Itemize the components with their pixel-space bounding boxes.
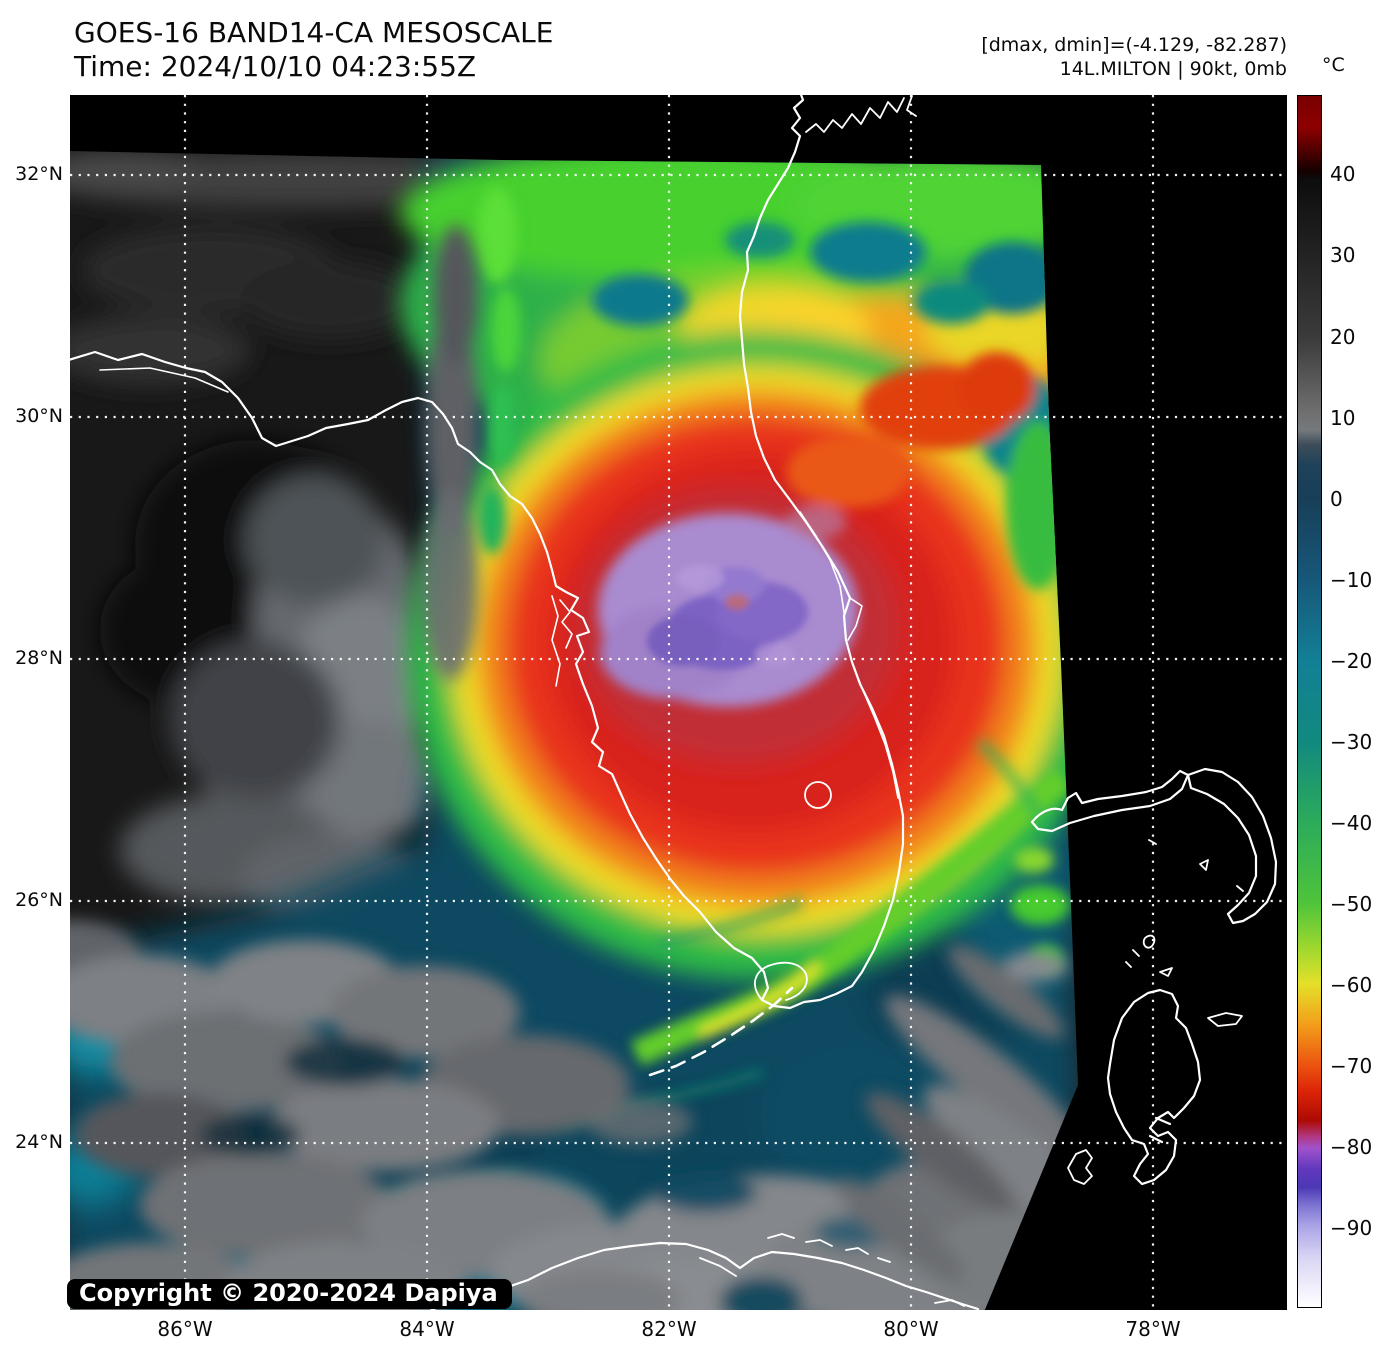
copyright-badge: Copyright © 2020-2024 Dapiya (67, 1279, 512, 1309)
title-block: GOES-16 BAND14-CA MESOSCALE Time: 2024/1… (74, 16, 553, 84)
satellite-map (70, 95, 1287, 1310)
cuba-cays (699, 1233, 965, 1307)
colorbar-tick-label: −80 (1330, 1135, 1373, 1159)
annotation-block: [dmax, dmin]=(-4.129, -82.287) 14L.MILTO… (981, 33, 1287, 81)
bimini-coastline (1125, 934, 1156, 968)
georgia-coast-coastline (805, 95, 917, 133)
gulf-coast-florida-coastline (70, 95, 905, 1010)
plot-time: Time: 2024/10/10 04:23:55Z (74, 50, 477, 83)
colorbar-tick-label: 10 (1330, 405, 1356, 430)
longitude-tick-label: 82°W (641, 1317, 697, 1341)
florida-keys (648, 986, 794, 1077)
coastlines-layer (70, 95, 1278, 1310)
longitude-tick-label: 78°W (1125, 1317, 1181, 1341)
colorbar-tick-label: 30 (1330, 243, 1356, 268)
longitude-tick-label: 80°W (883, 1317, 939, 1341)
colorbar-tick-label: 40 (1330, 162, 1356, 187)
colorbar-tick-label: 20 (1330, 324, 1356, 349)
bahama-cays (1148, 839, 1244, 977)
colorbar-tick-label: −70 (1330, 1053, 1373, 1078)
latitude-tick-label: 24°N (15, 1131, 63, 1153)
longitude-tick-label: 86°W (157, 1317, 213, 1341)
colorbar-tick-label: −40 (1330, 810, 1373, 835)
colorbar-tick-label: −50 (1330, 891, 1373, 916)
dmax-dmin-annotation: [dmax, dmin]=(-4.129, -82.287) (981, 34, 1287, 56)
colorbar (1297, 95, 1322, 1308)
tampa-bay-detail (551, 595, 573, 687)
map-plot-area: Copyright © 2020-2024 Dapiya (67, 95, 1287, 1310)
colorbar-tick-label: −60 (1330, 972, 1373, 997)
storm-info-annotation: 14L.MILTON | 90kt, 0mb (1059, 58, 1287, 80)
colorbar-tick-label: −20 (1330, 648, 1373, 673)
colorbar-tick-label: −90 (1330, 1216, 1373, 1241)
cuba-coastline (429, 1241, 980, 1310)
colorbar-tick-label: −30 (1330, 729, 1373, 754)
panhandle-barrier-islands (99, 367, 229, 393)
indian-river-lagoon (799, 511, 899, 799)
abaco-coastline (1186, 767, 1278, 925)
south-andros-bights (1067, 1149, 1093, 1185)
colorbar-tick-label: −10 (1330, 567, 1373, 592)
new-providence-coastline (1207, 1012, 1243, 1027)
latitude-tick-label: 28°N (15, 647, 63, 669)
florida-bay-coastline (754, 961, 808, 1001)
lake-okeechobee (804, 781, 832, 809)
latitude-tick-label: 32°N (15, 163, 63, 185)
colorbar-unit-label: °C (1322, 54, 1345, 76)
colorbar-tick-label: 0 (1330, 486, 1343, 511)
latitude-tick-label: 26°N (15, 889, 63, 911)
latitude-tick-label: 30°N (15, 405, 63, 427)
longitude-tick-label: 84°W (399, 1317, 455, 1341)
grand-bahama-coastline (1030, 769, 1190, 833)
plot-title: GOES-16 BAND14-CA MESOSCALE (74, 16, 554, 49)
